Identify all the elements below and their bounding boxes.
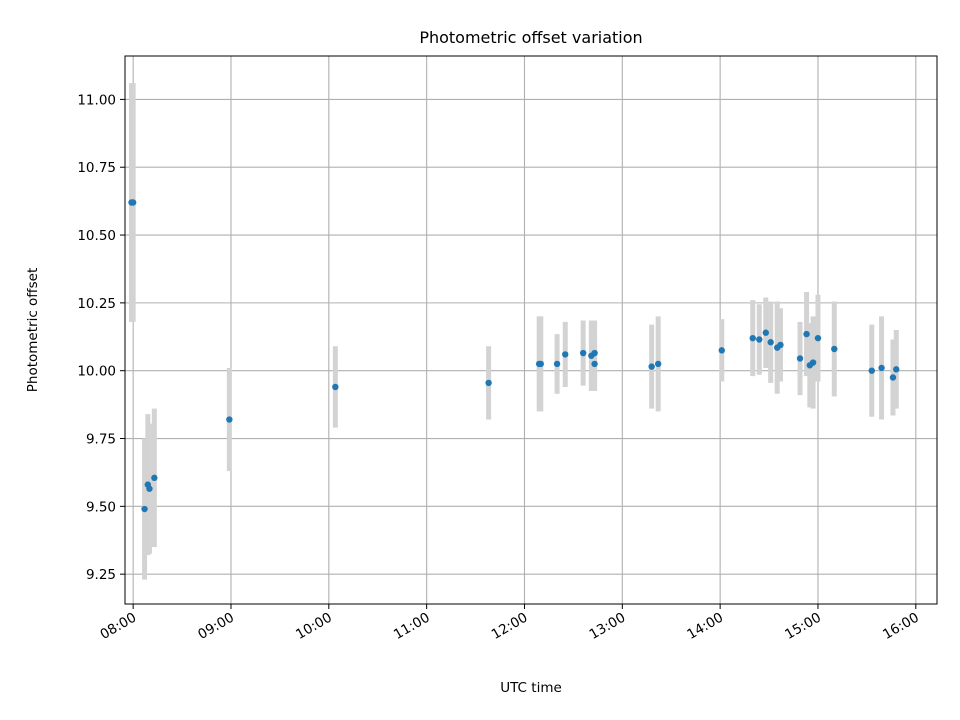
data-point [146,485,153,492]
data-point [141,505,148,513]
y-axis-ticks: 9.25 9.50 9.75 10.00 10.25 10.50 10.75 11.00 [77,92,125,583]
x-tick-label: 16:00 [880,610,922,643]
x-axis-label: UTC time [500,680,562,696]
y-tick-label: 11.00 [77,92,116,108]
data-point [129,199,137,206]
data-point [562,351,569,358]
y-axis-label: Photometric offset [25,268,41,392]
data-point [762,329,769,336]
x-tick-label: 08:00 [97,610,139,643]
data-point [749,334,756,342]
data-point [893,366,900,373]
data-point [226,416,233,423]
data-point [591,349,598,357]
x-tick-label: 10:00 [293,610,335,643]
data-points [128,199,900,513]
data-point [579,349,587,357]
data-point [756,336,763,343]
plot-frame [124,55,938,605]
x-tick-label: 13:00 [587,610,629,643]
data-point [332,383,339,391]
y-tick-label: 10.75 [77,160,116,176]
data-point [553,360,561,368]
x-tick-label: 12:00 [489,610,531,643]
data-point [718,347,725,354]
data-point [796,355,804,362]
y-tick-label: 10.25 [77,296,116,312]
y-tick-label: 9.50 [86,499,116,515]
x-axis-ticks: 08:00 09:00 10:00 11:00 12:00 13:00 14:00 15:00… [97,604,922,643]
data-point [803,330,810,338]
data-point [591,360,598,368]
data-point [809,359,817,366]
error-bars [129,83,899,580]
data-point [889,374,897,381]
y-tick-label: 9.75 [86,432,116,448]
data-point [814,334,822,342]
x-tick-label: 15:00 [782,610,824,643]
y-tick-label: 9.25 [86,567,116,583]
y-tick-label: 10.50 [77,228,116,244]
data-point [485,379,492,387]
data-point [767,339,774,346]
data-point [648,363,655,370]
y-tick-label: 10.00 [77,364,116,380]
data-point [537,360,544,368]
data-point [868,367,875,374]
chart-title: Photometric offset variation [419,28,642,47]
data-point [777,341,784,349]
x-tick-label: 14:00 [684,610,726,643]
x-tick-label: 11:00 [391,610,433,643]
data-point [878,364,885,372]
data-point [831,345,838,353]
x-tick-label: 09:00 [195,610,237,643]
data-point [151,474,158,482]
data-point [654,360,662,368]
